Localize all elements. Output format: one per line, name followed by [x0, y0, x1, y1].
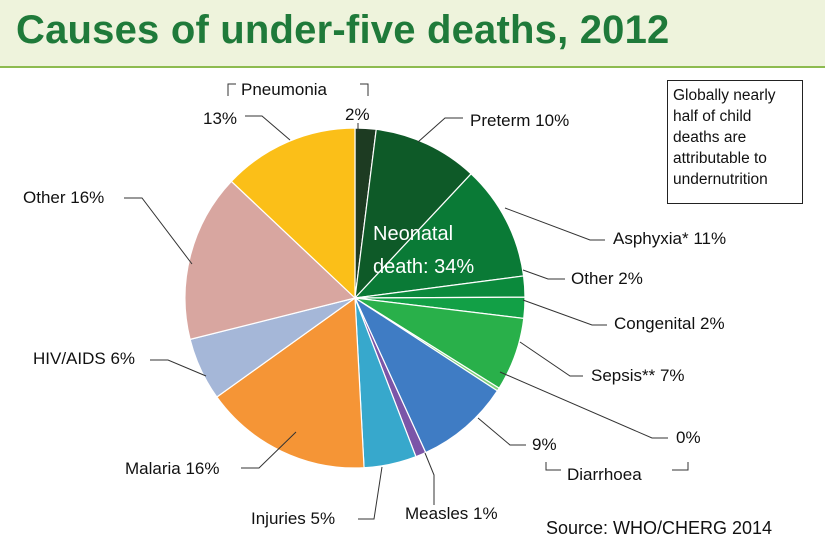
label-diarrhoea-neonatal: 0%	[676, 428, 701, 447]
leader-line	[519, 341, 583, 377]
label-malaria: Malaria 16%	[125, 459, 220, 478]
label-preterm: Preterm 10%	[470, 111, 569, 130]
label-diarrhoea: Diarrhoea	[567, 465, 642, 484]
slice-labels: Pneumonia 2% 13% Preterm 10% Asphyxia* 1…	[23, 80, 726, 528]
label-pneumonia: 13%	[203, 109, 237, 128]
leader-line	[522, 269, 565, 280]
pie-slice-malaria	[215, 296, 365, 469]
label-other: Other 16%	[23, 188, 104, 207]
pie-slices	[184, 127, 526, 469]
neonatal-annotation: Neonatal death: 34%	[373, 223, 474, 278]
title-bar: Causes of under-five deaths, 2012	[0, 0, 825, 68]
label-neonatal-pneumonia: 2%	[345, 105, 370, 124]
leader-line	[150, 359, 207, 377]
leader-lines	[124, 83, 689, 520]
pie-slice-asphyxia	[353, 172, 525, 299]
pie-slice-diarrhoea	[353, 296, 499, 454]
label-diarrhoea-pct: 9%	[532, 435, 557, 454]
leader-line	[545, 462, 561, 471]
neonatal-line-2: death: 34%	[373, 256, 474, 278]
label-asphyxia: Asphyxia* 11%	[613, 229, 726, 248]
label-other-neonatal: Other 2%	[571, 269, 643, 288]
source-caption: Source: WHO/CHERG 2014	[546, 518, 773, 538]
pie-slice-pneumonia	[230, 127, 356, 300]
pie-slice-preterm	[354, 128, 472, 300]
label-injuries: Injuries 5%	[251, 509, 335, 528]
leader-line	[522, 299, 607, 326]
leader-line	[124, 197, 193, 265]
label-hiv: HIV/AIDS 6%	[33, 349, 135, 368]
leader-line	[504, 207, 605, 241]
leader-line	[227, 83, 236, 96]
label-sepsis: Sepsis** 7%	[591, 366, 685, 385]
leader-line	[499, 371, 668, 439]
leader-line	[417, 117, 463, 143]
page-title: Causes of under-five deaths, 2012	[16, 8, 670, 52]
leader-line	[360, 83, 369, 96]
leader-line	[477, 417, 526, 446]
leader-line	[358, 466, 383, 520]
note-box: Globally nearly half of child deaths are…	[667, 80, 803, 204]
pie-slice-other	[184, 180, 357, 341]
neonatal-line-1: Neonatal	[373, 223, 453, 245]
leader-line	[245, 115, 291, 141]
leader-line	[672, 462, 689, 471]
label-congenital: Congenital 2%	[614, 314, 725, 333]
leader-line	[241, 431, 297, 469]
leader-line	[424, 452, 435, 505]
label-pneumonia-bracket: Pneumonia	[241, 80, 328, 99]
label-measles: Measles 1%	[405, 504, 498, 523]
